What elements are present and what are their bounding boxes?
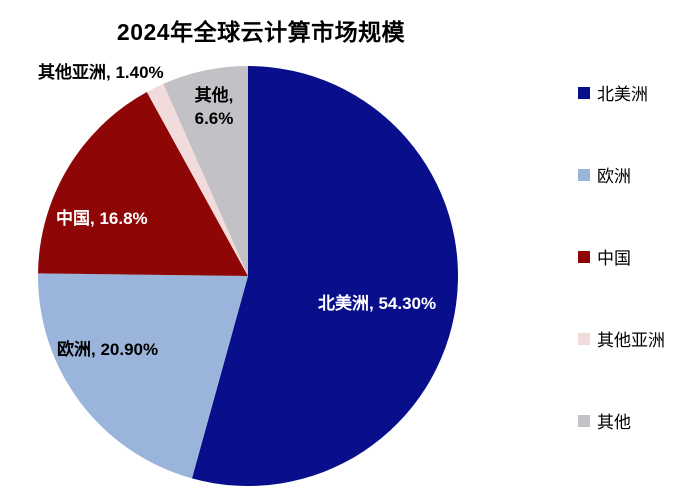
legend-item-europe: 欧洲: [578, 162, 665, 187]
pie-slice-north-america: [191, 66, 459, 487]
chart-title: 2024年全球云计算市场规模: [116, 19, 406, 45]
legend-swatch-europe-icon: [578, 168, 590, 181]
legend-item-other-asia: 其他亚洲: [578, 326, 665, 351]
legend-label-other-asia: 其他亚洲: [597, 331, 665, 350]
legend-swatch-china-icon: [578, 250, 590, 263]
slice-label-other-asia: 其他亚洲, 1.40%: [38, 63, 164, 82]
legend-label-north-america: 北美洲: [597, 85, 648, 104]
slice-label-europe: 欧洲, 20.90%: [57, 340, 159, 359]
pie-slice-other: [163, 66, 248, 276]
legend-label-europe: 欧洲: [597, 167, 631, 186]
slice-label-other: 其他, 6.6%: [194, 86, 234, 128]
pie-slice-other-asia: [146, 83, 248, 276]
legend-swatch-other-asia-icon: [578, 332, 590, 345]
pie-slice-china: [38, 91, 248, 276]
legend-item-other: 其他: [578, 408, 665, 433]
legend-item-china: 中国: [578, 244, 665, 269]
legend-label-china: 中国: [597, 249, 631, 268]
legend-item-north-america: 北美洲: [578, 80, 665, 105]
legend-swatch-other-icon: [578, 414, 590, 427]
slice-label-north-america: 北美洲, 54.30%: [318, 294, 437, 313]
legend-label-other: 其他: [597, 413, 631, 432]
legend: 北美洲 欧洲 中国 其他亚洲 其他: [578, 80, 665, 433]
legend-swatch-north-america-icon: [578, 86, 590, 99]
slice-label-china: 中国, 16.8%: [56, 209, 148, 228]
pie-slice-europe: [38, 273, 248, 479]
